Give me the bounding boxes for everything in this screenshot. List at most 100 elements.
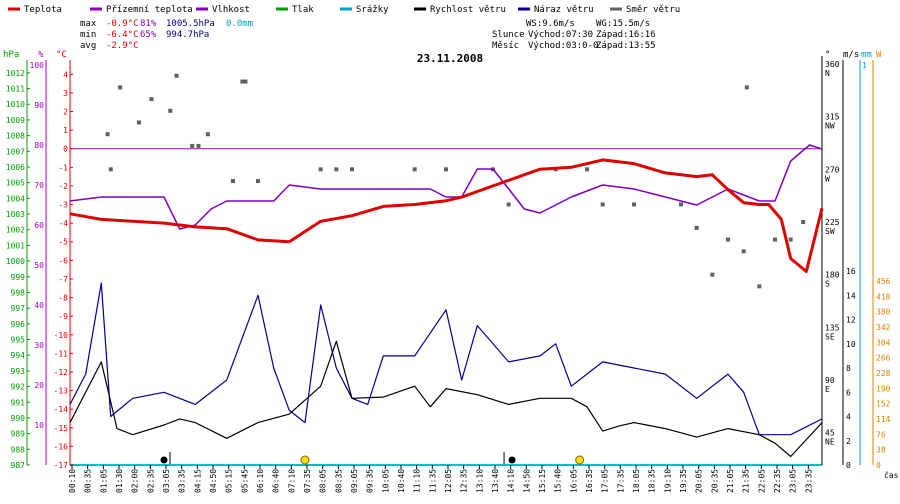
moon-rise: Východ:03:0-0 [528,41,598,51]
w-tick-label: 38 [876,446,886,455]
time-tick-label: 09:05 [350,469,359,493]
dir-tick-label: 225 [825,218,840,227]
legend: Teplota Přízemní teplota Vlhkost Tlak Srážky… [8,5,680,15]
stat-min-temp: -6.4°C [106,30,139,40]
ws-label: WS:9.6m/s [526,19,575,29]
time-tick-label: 20:35 [710,469,719,493]
hpa-tick-label: 1000 [6,257,25,266]
time-tick-label: 21:35 [742,469,751,493]
dir-compass-label: NE [825,438,835,447]
temp-tick-label: 1 [63,126,68,135]
temp-tick-label: 0 [63,145,68,154]
wind-direction-point [174,73,179,78]
time-tick-label: 11:35 [428,469,437,493]
wind-direction-point [334,167,339,172]
ms-tick-label: 4 [846,413,851,422]
temp-tick-label: 3 [63,89,68,98]
dir-tick-label: 180 [825,271,840,280]
stat-avg-temp: -2.9°C [106,41,139,51]
temp-tick-label: -13 [54,387,69,396]
legend-label: Rychlost větru [430,5,506,15]
hpa-tick-label: 999 [11,273,26,282]
time-tick-label: 15:40 [554,469,563,493]
hpa-tick-label: 1003 [6,210,25,219]
time-tick-label: 19:35 [679,469,688,493]
hpa-tick-label: 1009 [6,116,25,125]
time-tick-label: 01:30 [115,469,124,493]
wind-direction-point [726,237,730,242]
hum-tick-label: 100 [30,61,45,70]
chart-title: 23.11.2008 [417,52,483,65]
humidity-line [69,144,823,230]
stat-min-press: 994.7hPa [166,30,209,40]
dir-tick-label: 270 [825,165,840,174]
dir-compass-label: E [825,385,830,394]
legend-label: Směr větru [626,5,680,15]
mm-axis-unit: mm [861,50,872,60]
wind-direction-point [230,179,235,184]
wind-direction-point [136,120,141,125]
temp-tick-label: -10 [54,331,69,340]
hum-tick-label: 70 [34,181,44,190]
time-tick-label: 20:05 [695,469,704,493]
temp-tick-label: -7 [58,275,68,284]
legend-label: Přízemní teplota [106,5,193,15]
dir-compass-label: NW [825,122,835,131]
hum-tick-label: 60 [34,221,44,230]
moonset-icon [508,456,516,464]
hum-tick-label: 20 [34,381,44,390]
stat-max-hum: 81% [140,19,157,29]
hpa-tick-label: 990 [11,414,26,423]
time-tick-label: 07:10 [287,469,296,493]
time-tick-label: 10:05 [381,469,390,493]
hpa-tick-label: 995 [11,336,26,345]
hpa-tick-label: 1001 [6,241,25,250]
temp-tick-label: -16 [54,442,69,451]
wind-direction-point [149,97,154,102]
sun-set: Západ:16:16 [596,30,656,40]
wind-direction-point [679,202,683,207]
hpa-tick-label: 1011 [6,85,25,94]
wind-direction-point [118,85,123,90]
moon-set: Západ:13:55 [596,41,656,51]
temp-tick-label: -11 [54,349,69,358]
hum-tick-label: 30 [34,341,44,350]
hpa-tick-label: 996 [11,320,26,329]
w-tick-label: 190 [876,384,891,393]
wind-direction-point [600,202,605,207]
stat-max-press: 1005.5hPa [166,19,215,29]
x-axis-label: čas [884,470,899,480]
time-tick-label: 22:35 [773,469,782,493]
time-tick-label: 10:40 [397,469,406,493]
time-tick-label: 16:05 [569,469,578,493]
ms-tick-label: 14 [846,291,856,300]
wind-direction-point [196,143,201,148]
temp-tick-label: -5 [58,238,68,247]
dir-compass-label: W [825,174,830,183]
hpa-tick-label: 988 [11,445,26,454]
time-tick-label: 18:05 [632,469,641,493]
hpa-tick-label: 1008 [6,132,25,141]
wind-direction-point [788,237,793,242]
hpa-tick-label: 998 [11,288,26,297]
legend-label: Náraz větru [534,5,594,15]
hpa-tick-label: 1002 [6,226,25,235]
temp-tick-label: -14 [54,405,69,414]
time-tick-label: 03:05 [162,469,171,493]
w-tick-label: 228 [876,369,891,378]
sun-rise: Východ:07:30 [528,30,593,40]
wind-direction-point [694,225,699,230]
temp-tick-label: 4 [63,70,68,79]
sun-moon-block: WS:9.6m/s WG:15.5m/s Slunce Východ:07:30… [492,19,656,51]
hum-tick-label: 50 [34,261,44,270]
temp-tick-label: -17 [54,461,69,470]
dir-compass-label: SW [825,227,835,236]
dir-compass-label: N [825,69,830,78]
w-tick-label: 266 [876,354,891,363]
wind-direction-point [773,237,777,242]
wind-direction-point [632,202,636,207]
dir-axis-unit: ° [825,50,830,60]
wind-direction-point [506,202,511,207]
